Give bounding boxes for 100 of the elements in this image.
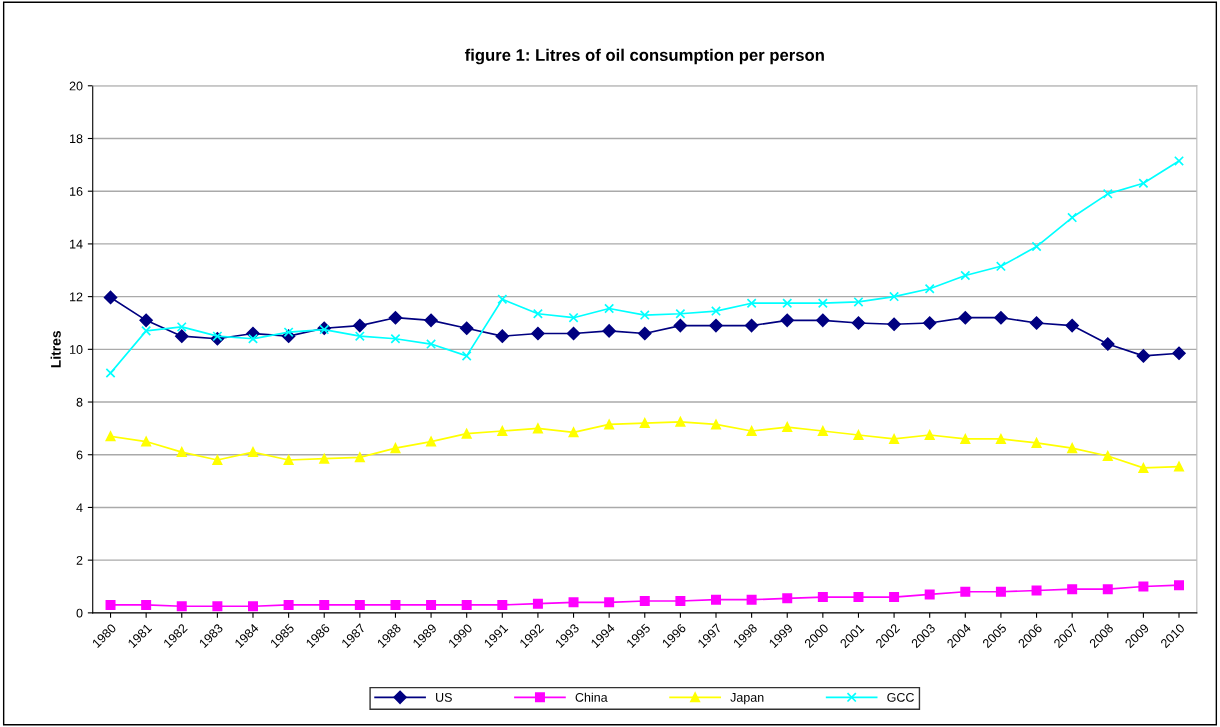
point bbox=[1138, 462, 1149, 473]
point bbox=[353, 318, 367, 333]
point bbox=[103, 290, 118, 305]
y-tick-label: 4 bbox=[76, 503, 83, 512]
point bbox=[1102, 451, 1113, 462]
point bbox=[568, 312, 579, 323]
point bbox=[497, 426, 508, 437]
point bbox=[1065, 318, 1079, 333]
point bbox=[639, 595, 650, 607]
y-tick-label: 0 bbox=[76, 608, 83, 618]
y-tick-label: 8 bbox=[76, 397, 83, 407]
point bbox=[426, 436, 437, 447]
point bbox=[532, 598, 543, 609]
point bbox=[354, 331, 365, 342]
point bbox=[924, 429, 935, 440]
point bbox=[354, 452, 365, 463]
point bbox=[673, 318, 688, 333]
point bbox=[390, 443, 401, 454]
point bbox=[711, 306, 722, 317]
point bbox=[212, 331, 223, 342]
point bbox=[746, 426, 757, 437]
point bbox=[782, 593, 793, 604]
point bbox=[960, 270, 971, 281]
point bbox=[1174, 155, 1185, 166]
point bbox=[426, 599, 437, 610]
point bbox=[1101, 337, 1115, 351]
point bbox=[461, 350, 472, 361]
point bbox=[141, 436, 152, 447]
point bbox=[782, 422, 793, 433]
point bbox=[675, 416, 686, 427]
y-tick-label: 20 bbox=[69, 81, 83, 91]
point bbox=[746, 298, 757, 309]
y-tick-label: 14 bbox=[70, 239, 83, 249]
point bbox=[1138, 581, 1149, 592]
point bbox=[817, 592, 828, 603]
point bbox=[604, 303, 615, 314]
point bbox=[283, 599, 294, 610]
point bbox=[604, 419, 615, 430]
point bbox=[424, 313, 438, 328]
point bbox=[568, 427, 579, 438]
point bbox=[176, 447, 187, 458]
point bbox=[1029, 316, 1044, 330]
point bbox=[247, 447, 258, 458]
point bbox=[1031, 241, 1042, 252]
point bbox=[212, 601, 223, 612]
point bbox=[283, 455, 294, 466]
point bbox=[531, 326, 545, 341]
point bbox=[461, 428, 472, 439]
y-tick-label: 12 bbox=[70, 292, 83, 302]
point bbox=[1067, 584, 1078, 595]
point bbox=[390, 333, 401, 344]
point bbox=[1102, 584, 1113, 595]
point bbox=[459, 321, 474, 335]
point bbox=[782, 298, 793, 309]
point bbox=[283, 327, 294, 338]
point bbox=[176, 321, 187, 332]
point bbox=[995, 433, 1006, 444]
point bbox=[744, 318, 759, 333]
legend-label: US bbox=[436, 692, 452, 702]
point bbox=[495, 329, 510, 343]
point bbox=[566, 326, 581, 341]
point bbox=[1138, 178, 1149, 189]
point bbox=[889, 592, 900, 603]
legend-label: GCC bbox=[887, 692, 914, 702]
y-tick-label: 18 bbox=[70, 134, 83, 144]
point bbox=[175, 329, 189, 343]
point bbox=[960, 586, 971, 597]
point bbox=[1102, 188, 1113, 199]
point bbox=[958, 310, 973, 325]
point bbox=[532, 423, 543, 434]
point bbox=[247, 601, 258, 612]
point bbox=[675, 595, 686, 607]
point bbox=[746, 594, 757, 605]
point bbox=[639, 418, 650, 429]
point bbox=[853, 296, 864, 307]
point bbox=[497, 599, 508, 610]
point bbox=[889, 291, 900, 302]
point bbox=[139, 313, 153, 328]
point bbox=[602, 324, 616, 338]
point bbox=[851, 316, 866, 330]
point bbox=[212, 455, 223, 466]
point bbox=[994, 310, 1008, 325]
point bbox=[995, 261, 1006, 272]
point bbox=[604, 597, 615, 608]
point bbox=[319, 453, 330, 464]
legend-label: Japan bbox=[730, 693, 764, 705]
point bbox=[319, 599, 330, 610]
point bbox=[889, 433, 900, 444]
point bbox=[1172, 346, 1186, 361]
point bbox=[247, 333, 258, 344]
point bbox=[853, 592, 864, 603]
chart-title: figure 1: Litres of oil consumption per person bbox=[464, 48, 824, 65]
point bbox=[1067, 443, 1078, 454]
point bbox=[1031, 585, 1042, 596]
point bbox=[817, 298, 828, 309]
point bbox=[816, 313, 830, 328]
point bbox=[390, 599, 401, 610]
point bbox=[1136, 349, 1151, 363]
y-tick-label: 2 bbox=[76, 555, 83, 565]
legend-label: China bbox=[575, 692, 608, 702]
